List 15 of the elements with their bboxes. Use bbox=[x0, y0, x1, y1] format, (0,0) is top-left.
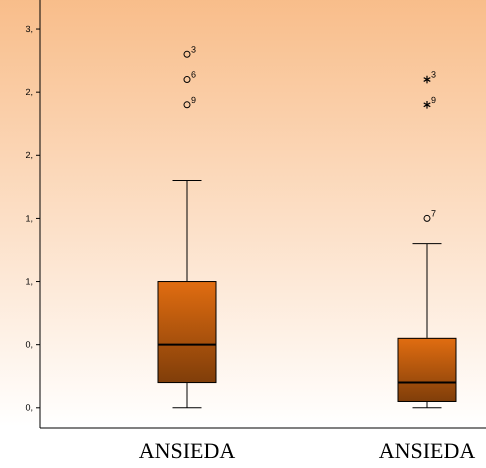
x-tick-label: ANSIEDA bbox=[138, 438, 236, 463]
y-tick-label: 0, bbox=[25, 340, 33, 350]
annotation: 9 bbox=[191, 94, 196, 105]
y-tick-label: 2, bbox=[25, 87, 33, 98]
annotation: 3 bbox=[431, 70, 436, 80]
y-tick-label: 3, bbox=[25, 24, 33, 34]
y-tick-label: 1, bbox=[25, 213, 33, 224]
y-tick-label: 1, bbox=[25, 276, 33, 286]
annotation: 3 bbox=[191, 44, 196, 54]
annotation: 9 bbox=[431, 94, 436, 105]
annotation: 6 bbox=[191, 70, 196, 80]
x-tick-label: ANSIEDA bbox=[378, 438, 476, 463]
y-tick-label: 2, bbox=[25, 150, 33, 160]
y-tick-label: 0, bbox=[25, 402, 33, 413]
annotation: 7 bbox=[431, 208, 436, 218]
